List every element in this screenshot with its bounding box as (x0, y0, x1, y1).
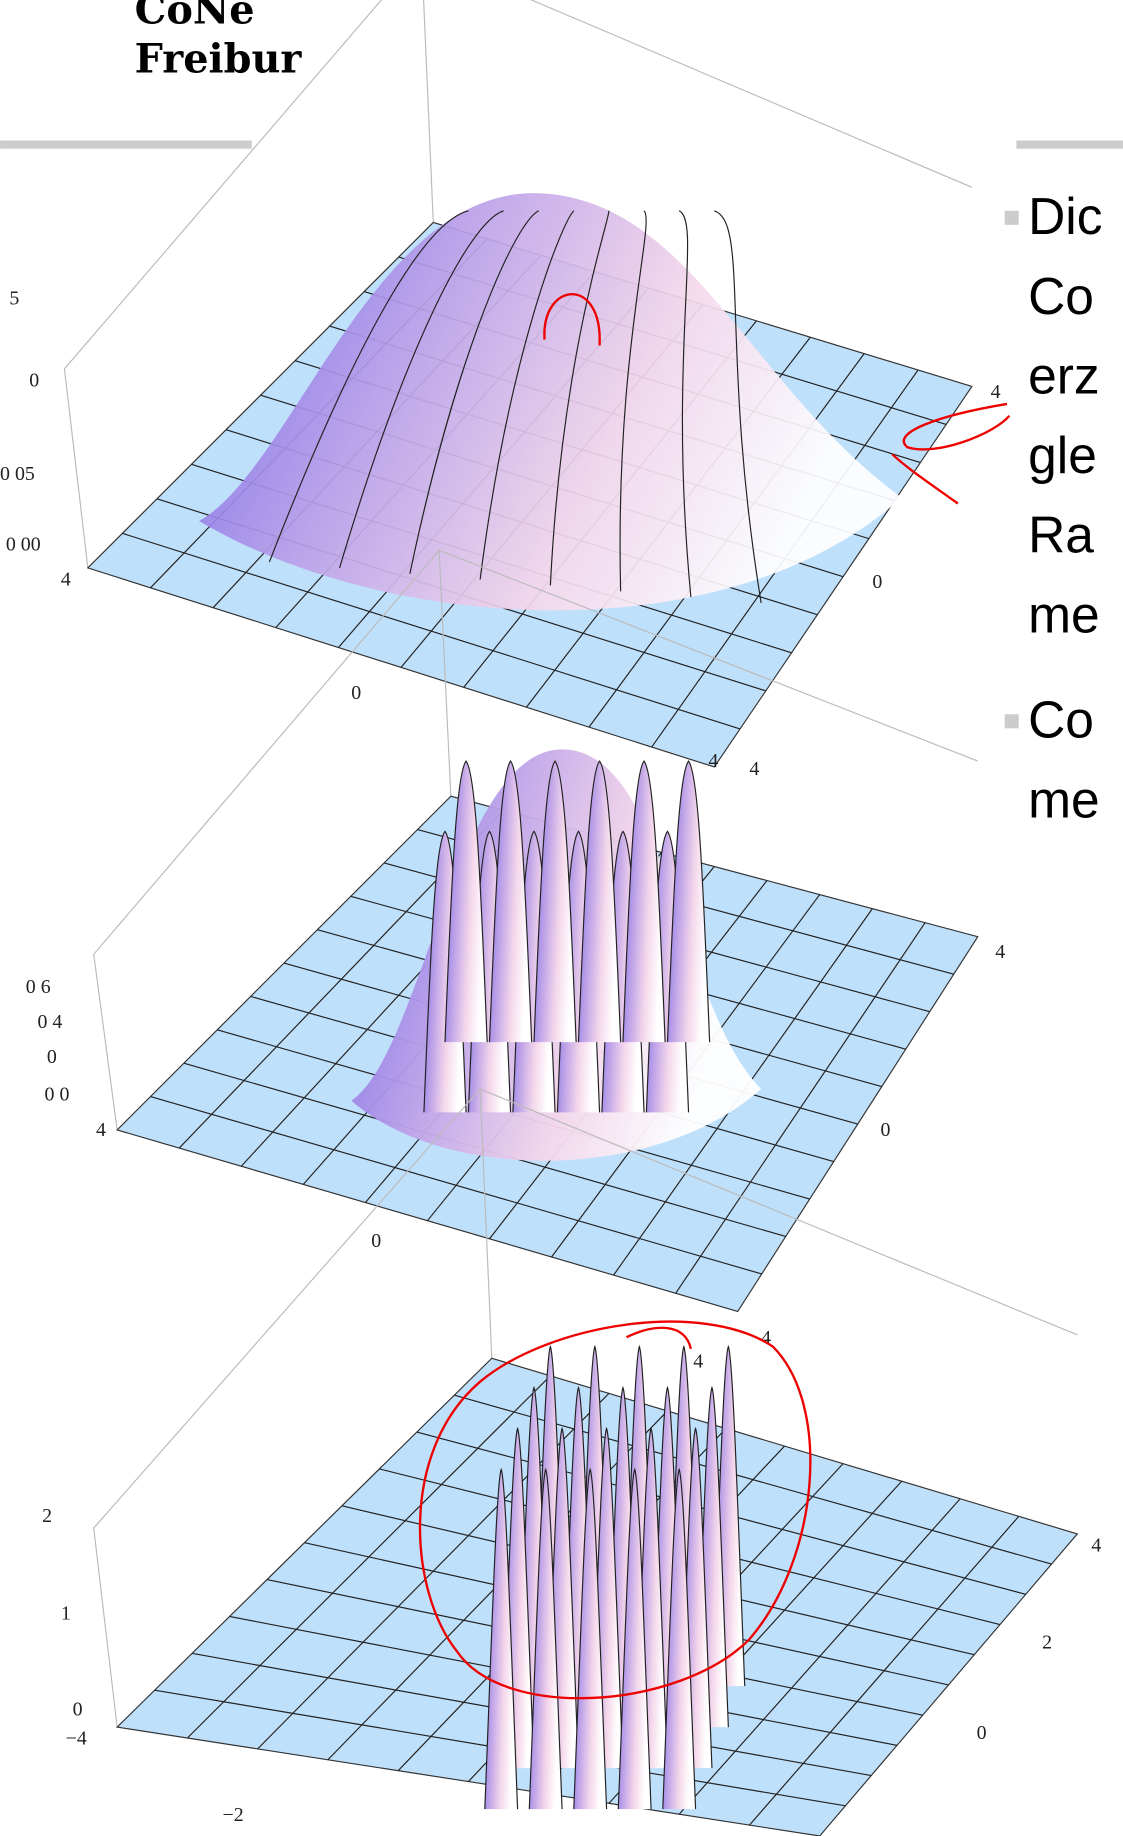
z-tick: 2 (42, 1505, 52, 1527)
bullet-text: gle (1028, 426, 1097, 484)
x-tick: −2 (223, 1804, 244, 1826)
plots (64, 0, 1077, 1836)
x-tick: 4 (61, 568, 71, 590)
x-tick: 0 (351, 682, 361, 704)
surface-peak (667, 761, 709, 1042)
header-rule (1016, 141, 1123, 149)
box-frame (422, 0, 434, 222)
logo-line: Freibur (135, 37, 303, 83)
bullet-text: me (1028, 770, 1100, 828)
z-tick: 1 (61, 1602, 71, 1624)
header-rule (0, 141, 252, 149)
x-tick: 4 (761, 1327, 771, 1349)
y-tick: 4 (991, 381, 1001, 403)
z-tick: 0 00 (6, 533, 41, 555)
y-tick: 4 (1091, 1534, 1101, 1556)
bullet-text: Co (1028, 691, 1094, 749)
bullet-text: me (1028, 585, 1100, 643)
y-tick: 0 (881, 1119, 891, 1141)
x-tick: 4 (96, 1119, 106, 1141)
z-tick: 5 (9, 287, 19, 309)
y-tick: 2 (1042, 1632, 1052, 1654)
z-tick: 0 0 (45, 1084, 70, 1106)
page: CoNe Freibur Dic Co erz gle Ra me Co me … (0, 0, 1123, 1836)
surface (199, 193, 902, 610)
x-tick: 4 (749, 758, 759, 780)
y-tick: 0 (977, 1722, 987, 1744)
bullet-icon (1005, 211, 1019, 225)
z-tick: 0 (29, 369, 39, 391)
bullet-icon (1005, 714, 1019, 728)
bullet-text: Dic (1028, 187, 1102, 245)
bullet-text: erz (1028, 346, 1100, 404)
z-tick: 0 4 (38, 1011, 63, 1033)
slide: CoNe Freibur Dic Co erz gle Ra me Co me … (0, 0, 1123, 1836)
y-tick: 0 (872, 571, 882, 593)
y-tick: 4 (693, 1351, 703, 1373)
y-tick: 4 (708, 750, 718, 772)
x-tick: −4 (66, 1728, 87, 1750)
bullet-text: Ra (1028, 506, 1094, 564)
z-tick: 0 (73, 1698, 83, 1720)
x-tick: 0 (371, 1230, 381, 1252)
z-tick: 0 6 (26, 976, 51, 998)
z-tick: 0 (47, 1046, 57, 1068)
bullet-text: Co (1028, 267, 1094, 325)
z-tick: 0 05 (0, 463, 35, 485)
y-tick: 4 (995, 941, 1005, 963)
logo-line: CoNe (135, 0, 255, 33)
